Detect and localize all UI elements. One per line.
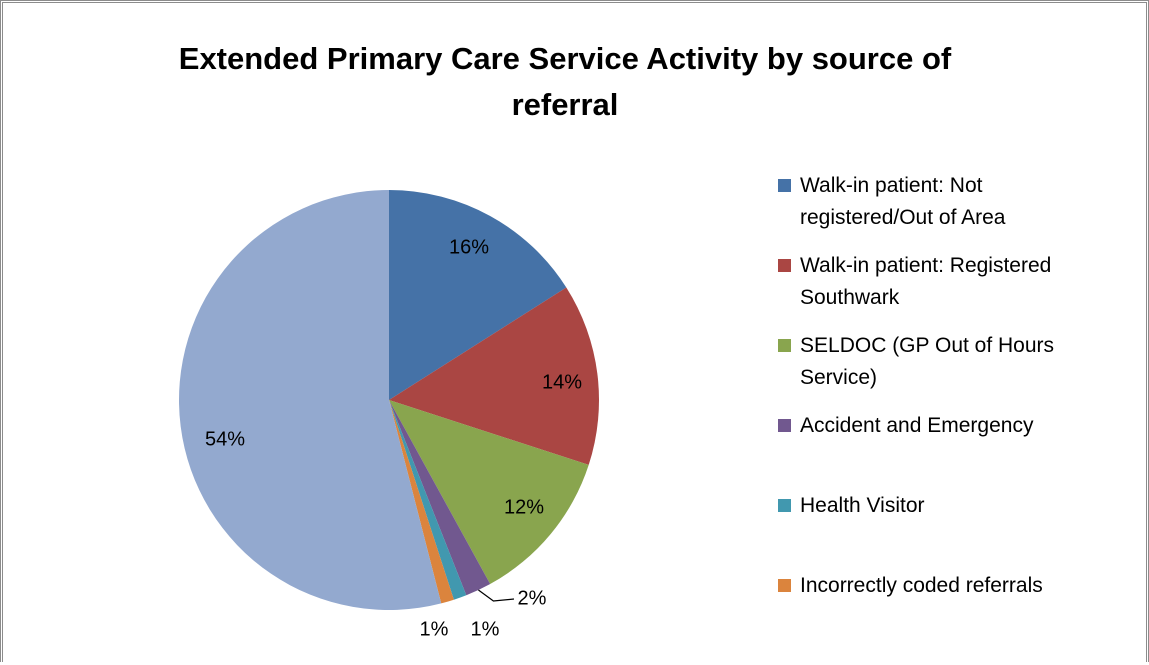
legend-item: Walk-in patient: Registered Southwark — [778, 250, 1108, 314]
data-label: 2% — [518, 587, 547, 609]
legend-swatch — [778, 259, 791, 272]
pie-slice — [389, 287, 600, 465]
legend-label: Incorrectly coded referrals — [800, 574, 1043, 597]
legend-item: Walk-in patient: Not registered/Out of A… — [778, 170, 1108, 234]
legend-swatch — [778, 339, 791, 352]
pie-slice — [389, 400, 589, 585]
chart-title: Extended Primary Care Service Activity b… — [178, 41, 952, 122]
legend-label: Walk-in patient: Not registered/Out of A… — [800, 174, 1006, 229]
legend-label: Health Visitor — [800, 494, 925, 517]
legend-label: Walk-in patient: Registered Southwark — [800, 254, 1052, 309]
legend-item: SELDOC (GP Out of Hours Service) — [778, 330, 1108, 394]
legend-swatch — [778, 179, 791, 192]
legend-swatch — [778, 579, 791, 592]
data-label: 1% — [420, 618, 449, 640]
leader-line — [478, 589, 515, 602]
data-label: 54% — [205, 428, 245, 450]
data-label: 1% — [471, 618, 500, 640]
pie-slice — [179, 190, 442, 610]
pie-slice — [389, 400, 467, 600]
legend-label: Accident and Emergency — [800, 414, 1034, 437]
legend-item: Health Visitor — [778, 490, 1108, 522]
data-label: 16% — [449, 236, 489, 258]
legend-swatch — [778, 499, 791, 512]
data-label: 12% — [504, 496, 544, 518]
data-label: 14% — [542, 371, 582, 393]
legend-item: Incorrectly coded referrals — [778, 570, 1108, 602]
pie-slice — [389, 190, 567, 400]
legend-label: SELDOC (GP Out of Hours Service) — [800, 334, 1055, 389]
legend-swatch — [778, 419, 791, 432]
pie-slice — [389, 400, 454, 604]
legend-item: Accident and Emergency — [778, 410, 1108, 442]
pie-slice — [389, 400, 491, 596]
